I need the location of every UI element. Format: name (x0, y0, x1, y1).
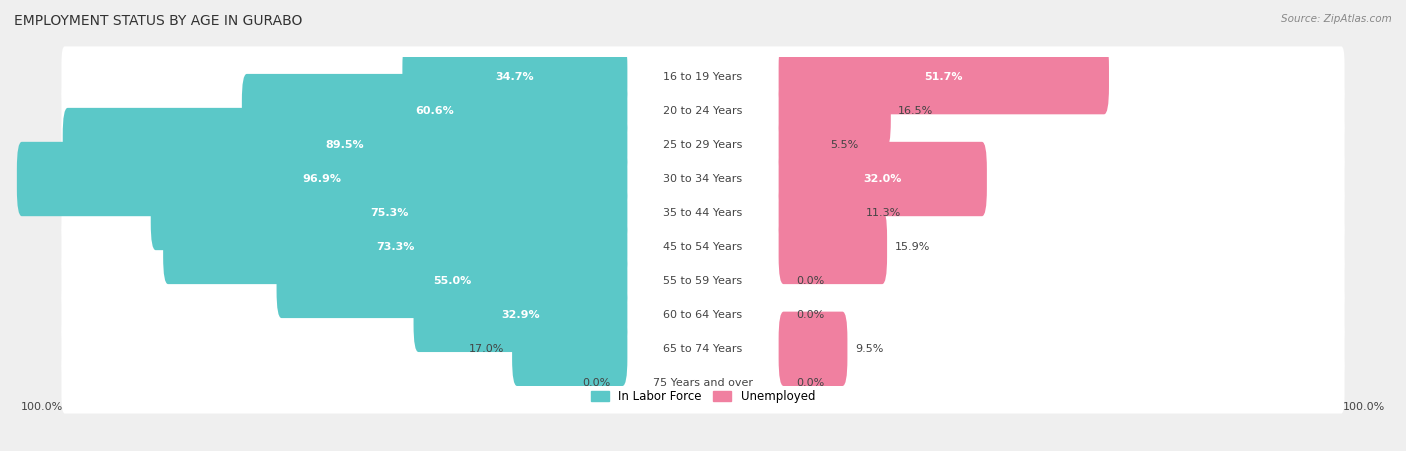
Text: 32.0%: 32.0% (863, 174, 901, 184)
Text: 15.9%: 15.9% (894, 242, 929, 252)
Text: 0.0%: 0.0% (796, 276, 824, 286)
Text: 60 to 64 Years: 60 to 64 Years (664, 310, 742, 320)
FancyBboxPatch shape (62, 148, 1344, 210)
Text: 35 to 44 Years: 35 to 44 Years (664, 208, 742, 218)
FancyBboxPatch shape (63, 108, 627, 182)
Text: 16 to 19 Years: 16 to 19 Years (664, 72, 742, 82)
FancyBboxPatch shape (163, 210, 627, 284)
FancyBboxPatch shape (17, 142, 627, 216)
FancyBboxPatch shape (779, 142, 987, 216)
Text: 32.9%: 32.9% (501, 310, 540, 320)
Text: 100.0%: 100.0% (21, 402, 63, 412)
Text: 55.0%: 55.0% (433, 276, 471, 286)
FancyBboxPatch shape (413, 278, 627, 352)
Text: 100.0%: 100.0% (1343, 402, 1385, 412)
Text: 96.9%: 96.9% (302, 174, 342, 184)
Text: 89.5%: 89.5% (326, 140, 364, 150)
Text: 11.3%: 11.3% (866, 208, 901, 218)
Text: 25 to 29 Years: 25 to 29 Years (664, 140, 742, 150)
FancyBboxPatch shape (242, 74, 627, 148)
FancyBboxPatch shape (62, 216, 1344, 278)
FancyBboxPatch shape (62, 182, 1344, 244)
Text: 9.5%: 9.5% (855, 344, 883, 354)
Text: 16.5%: 16.5% (898, 106, 934, 116)
Text: 30 to 34 Years: 30 to 34 Years (664, 174, 742, 184)
Text: 0.0%: 0.0% (582, 378, 610, 388)
Text: 34.7%: 34.7% (495, 72, 534, 82)
Text: EMPLOYMENT STATUS BY AGE IN GURABO: EMPLOYMENT STATUS BY AGE IN GURABO (14, 14, 302, 28)
Text: 45 to 54 Years: 45 to 54 Years (664, 242, 742, 252)
FancyBboxPatch shape (277, 244, 627, 318)
FancyBboxPatch shape (779, 108, 823, 182)
FancyBboxPatch shape (779, 176, 859, 250)
Text: 5.5%: 5.5% (830, 140, 858, 150)
Text: 17.0%: 17.0% (470, 344, 505, 354)
FancyBboxPatch shape (150, 176, 627, 250)
FancyBboxPatch shape (62, 46, 1344, 108)
Text: 65 to 74 Years: 65 to 74 Years (664, 344, 742, 354)
Text: 75 Years and over: 75 Years and over (652, 378, 754, 388)
Text: 0.0%: 0.0% (796, 310, 824, 320)
FancyBboxPatch shape (62, 318, 1344, 380)
FancyBboxPatch shape (779, 74, 891, 148)
Text: 75.3%: 75.3% (370, 208, 408, 218)
FancyBboxPatch shape (779, 312, 848, 386)
Text: 55 to 59 Years: 55 to 59 Years (664, 276, 742, 286)
FancyBboxPatch shape (402, 40, 627, 114)
FancyBboxPatch shape (512, 312, 627, 386)
Text: Source: ZipAtlas.com: Source: ZipAtlas.com (1281, 14, 1392, 23)
Legend: In Labor Force, Unemployed: In Labor Force, Unemployed (586, 385, 820, 408)
FancyBboxPatch shape (62, 284, 1344, 345)
FancyBboxPatch shape (779, 210, 887, 284)
Text: 0.0%: 0.0% (796, 378, 824, 388)
FancyBboxPatch shape (779, 40, 1109, 114)
Text: 60.6%: 60.6% (415, 106, 454, 116)
FancyBboxPatch shape (62, 80, 1344, 142)
Text: 73.3%: 73.3% (375, 242, 415, 252)
FancyBboxPatch shape (62, 114, 1344, 176)
Text: 51.7%: 51.7% (925, 72, 963, 82)
Text: 20 to 24 Years: 20 to 24 Years (664, 106, 742, 116)
FancyBboxPatch shape (62, 352, 1344, 414)
FancyBboxPatch shape (62, 250, 1344, 312)
